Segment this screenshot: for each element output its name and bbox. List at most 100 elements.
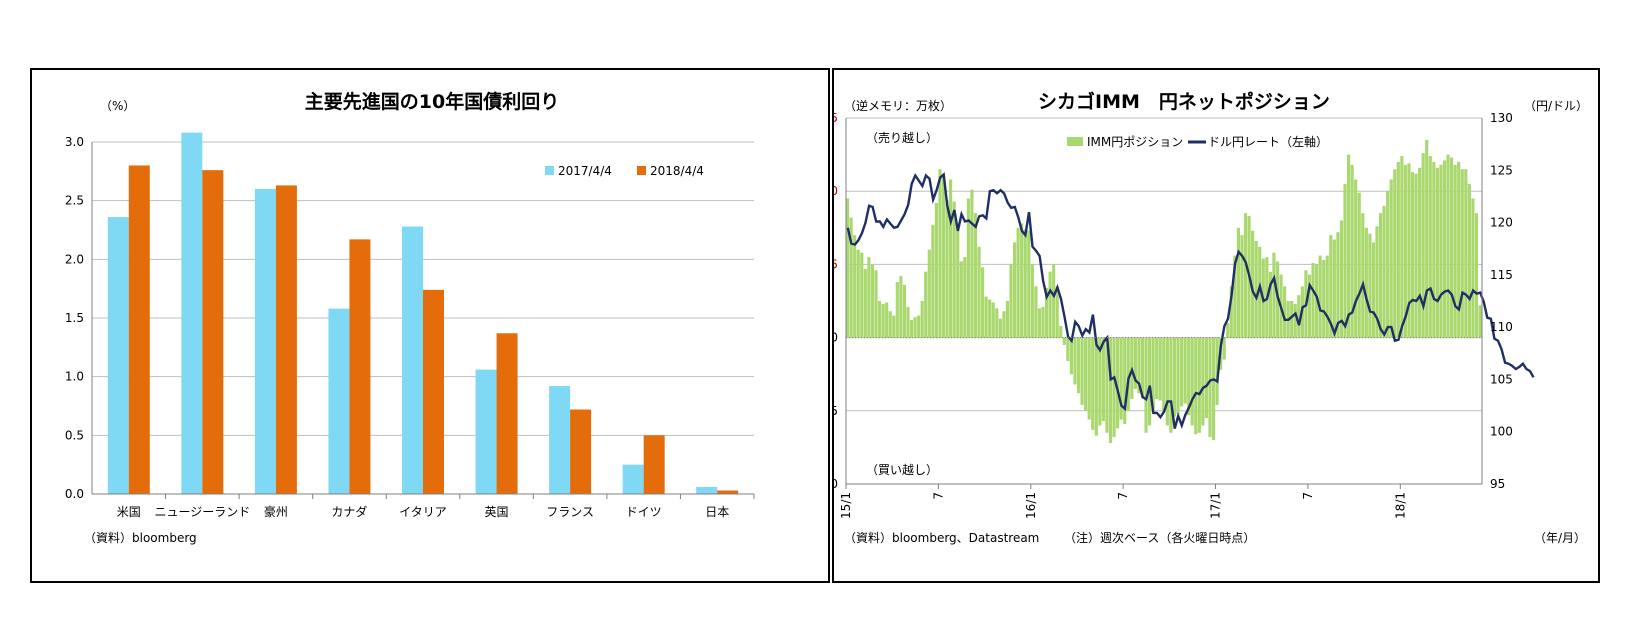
position-bar (885, 302, 889, 338)
position-bar (874, 270, 878, 338)
x-tick-label: 英国 (485, 505, 509, 519)
position-bar (1044, 287, 1049, 338)
position-bar (913, 317, 917, 338)
position-bar (1446, 154, 1450, 338)
position-bar (1066, 337, 1070, 362)
position-bar (1343, 183, 1347, 338)
bar-2018 (202, 170, 224, 494)
right-tick-label: 105 (1490, 372, 1513, 386)
position-bar (1048, 271, 1052, 338)
position-bar (1315, 264, 1319, 338)
bar-2018 (717, 490, 739, 494)
position-bar (1169, 337, 1173, 433)
position-bar (1226, 322, 1230, 338)
position-bar (1201, 337, 1205, 426)
position-bar (1133, 337, 1137, 389)
position-bar (1101, 337, 1105, 422)
y-tick-label: 0.5 (65, 428, 84, 442)
position-bar (1435, 167, 1439, 338)
position-bar (849, 217, 853, 338)
frequency-note: （注）週次ベース（各火曜日時点） (1064, 530, 1255, 545)
y-axis-unit: （%） (100, 99, 135, 113)
position-bar (1332, 239, 1336, 338)
position-bar (1457, 161, 1461, 338)
bar-2017 (181, 132, 203, 494)
position-bar (1418, 167, 1422, 338)
position-bar (991, 302, 995, 338)
position-bar (1215, 337, 1219, 405)
position-bar (1052, 264, 1056, 338)
bar-2017 (549, 386, 571, 494)
position-bar (1428, 156, 1432, 338)
right-tick-label: 130 (1490, 111, 1513, 125)
bar-2017 (622, 464, 644, 494)
x-axis-unit: （年/月） (1534, 531, 1586, 545)
position-bar (1229, 286, 1233, 338)
right-axis-unit: （円/ドル） (1524, 99, 1588, 113)
x-tick-label: 米国 (117, 505, 141, 519)
position-bar (1382, 205, 1386, 338)
position-bar (1172, 337, 1177, 417)
position-bar (1268, 271, 1272, 338)
position-bar (877, 301, 882, 338)
position-bar (1357, 192, 1361, 338)
position-bar (892, 315, 896, 338)
position-bar (1325, 255, 1329, 338)
position-bar (1318, 255, 1322, 338)
x-tick-label: ニュージーランド (154, 505, 250, 519)
position-bar (1425, 139, 1429, 338)
position-bar (1108, 337, 1113, 444)
position-bar (1020, 223, 1024, 338)
sell-label: （売り越し） (866, 130, 938, 145)
position-bar (1450, 157, 1454, 338)
bar-2018 (275, 185, 297, 494)
position-bar (1293, 303, 1297, 338)
position-bar (867, 257, 871, 338)
position-bar (1368, 233, 1372, 338)
position-bar (1023, 229, 1027, 338)
position-bar (1474, 213, 1479, 338)
position-bar (1307, 274, 1312, 338)
position-bar (931, 224, 935, 338)
chart-title: シカゴIMM 円ネットポジション (1038, 90, 1330, 113)
position-bar (981, 267, 985, 338)
bar-2017 (254, 188, 276, 494)
y-tick-label: 1.5 (65, 311, 84, 325)
position-bar (1371, 242, 1376, 338)
right-tick-label: 120 (1490, 216, 1513, 230)
left-axis-unit: （逆メモリ：万枚） (844, 98, 952, 113)
x-tick-label: フランス (546, 505, 594, 519)
position-bar (1027, 230, 1031, 338)
y-tick-label: 3.0 (65, 135, 84, 149)
position-bar (1396, 161, 1400, 338)
y-tick-label: 0.0 (65, 487, 84, 501)
position-bar (1297, 295, 1301, 338)
position-bar (1148, 337, 1152, 426)
right-tick-label: 100 (1490, 425, 1513, 439)
position-bar (1183, 337, 1187, 404)
x-tick-label: カナダ (331, 504, 367, 519)
position-bar (1439, 164, 1443, 338)
position-bar (1094, 337, 1098, 436)
position-bar (927, 249, 931, 338)
position-bar (1222, 337, 1226, 360)
position-bar (902, 284, 907, 338)
position-bar (856, 249, 860, 338)
source-note: （資料）bloomberg (84, 531, 197, 545)
position-bar (1251, 230, 1255, 338)
x-tick-label: 16/1 (1024, 492, 1038, 519)
position-bar (1272, 252, 1276, 338)
position-bar (1208, 337, 1212, 438)
right-chart-panel: シカゴIMM 円ネットポジション （逆メモリ：万枚） （円/ドル） （売り越し）… (832, 68, 1600, 583)
position-bar (1464, 169, 1468, 338)
position-bar (1176, 337, 1180, 414)
position-bar (1016, 227, 1020, 338)
position-bar (1471, 198, 1475, 338)
position-bar (963, 257, 967, 338)
position-bar (1361, 213, 1365, 338)
position-bar (1037, 308, 1042, 338)
position-bar (1137, 337, 1141, 394)
position-bar (970, 189, 974, 338)
legend-swatch (545, 166, 554, 175)
usdjpy-line (846, 172, 1535, 429)
